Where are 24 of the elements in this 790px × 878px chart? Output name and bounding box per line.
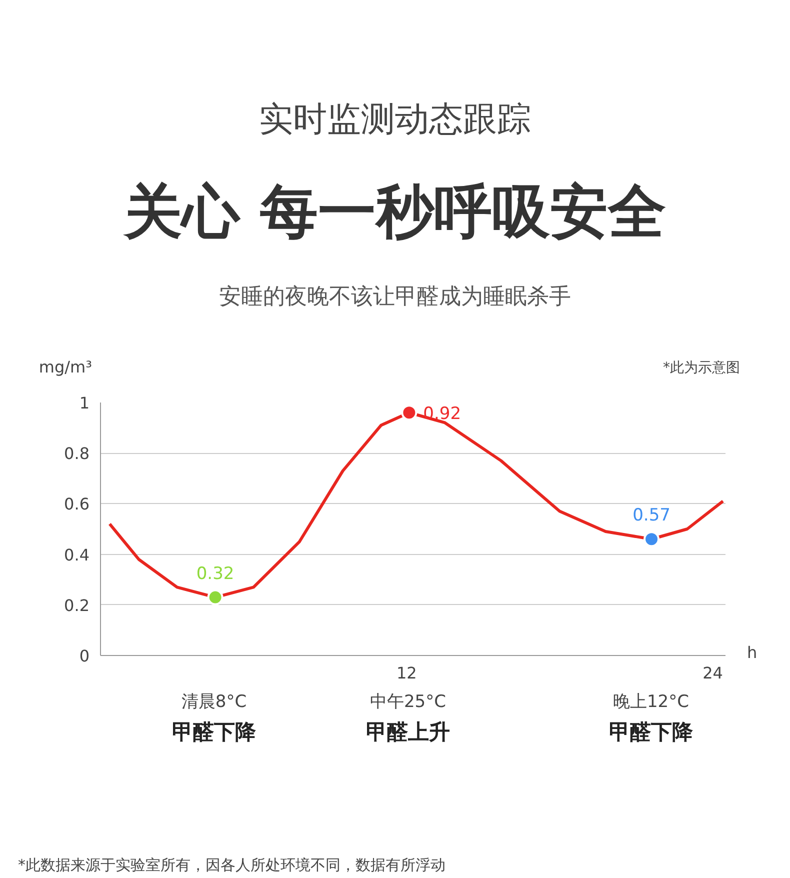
x-tick-label: 12 <box>396 664 417 682</box>
text: 中午25°C 甲醛上升 <box>366 690 450 746</box>
y-tick-label: 0.4 <box>64 545 90 564</box>
point <box>401 404 418 421</box>
point <box>207 589 224 606</box>
text: *此数据来源于实验室所有，因各人所处环境不同，数据有所浮动 <box>18 855 446 876</box>
y-tick-label: 0.6 <box>64 494 90 514</box>
y-tick-label: 0 <box>79 646 90 666</box>
text: *此为示意图 <box>663 359 740 378</box>
text: 清晨8°C 甲醛下降 <box>172 690 256 746</box>
point <box>644 531 660 548</box>
annotation: 0.92 <box>423 404 462 424</box>
y-axis-title: mg/m³ <box>38 356 92 379</box>
y-tick-label: 0.2 <box>64 596 90 615</box>
x-axis-title: h <box>747 642 758 664</box>
text: 晚上12°C 甲醛下降 <box>609 690 693 746</box>
chart-title: 关心 每一秒呼吸安全 <box>124 176 666 248</box>
annotation: 0.57 <box>632 506 670 526</box>
annotation: 0.32 <box>196 564 234 584</box>
y-tick-label: 0.8 <box>64 444 90 464</box>
text: 实时监测动态跟踪 <box>259 98 531 142</box>
chart-subtitle: 安睡的夜晚不该让甲醛成为睡眠杀手 <box>219 283 571 312</box>
x-tick-label: 24 <box>702 664 723 682</box>
y-tick-label: 1 <box>79 394 90 412</box>
